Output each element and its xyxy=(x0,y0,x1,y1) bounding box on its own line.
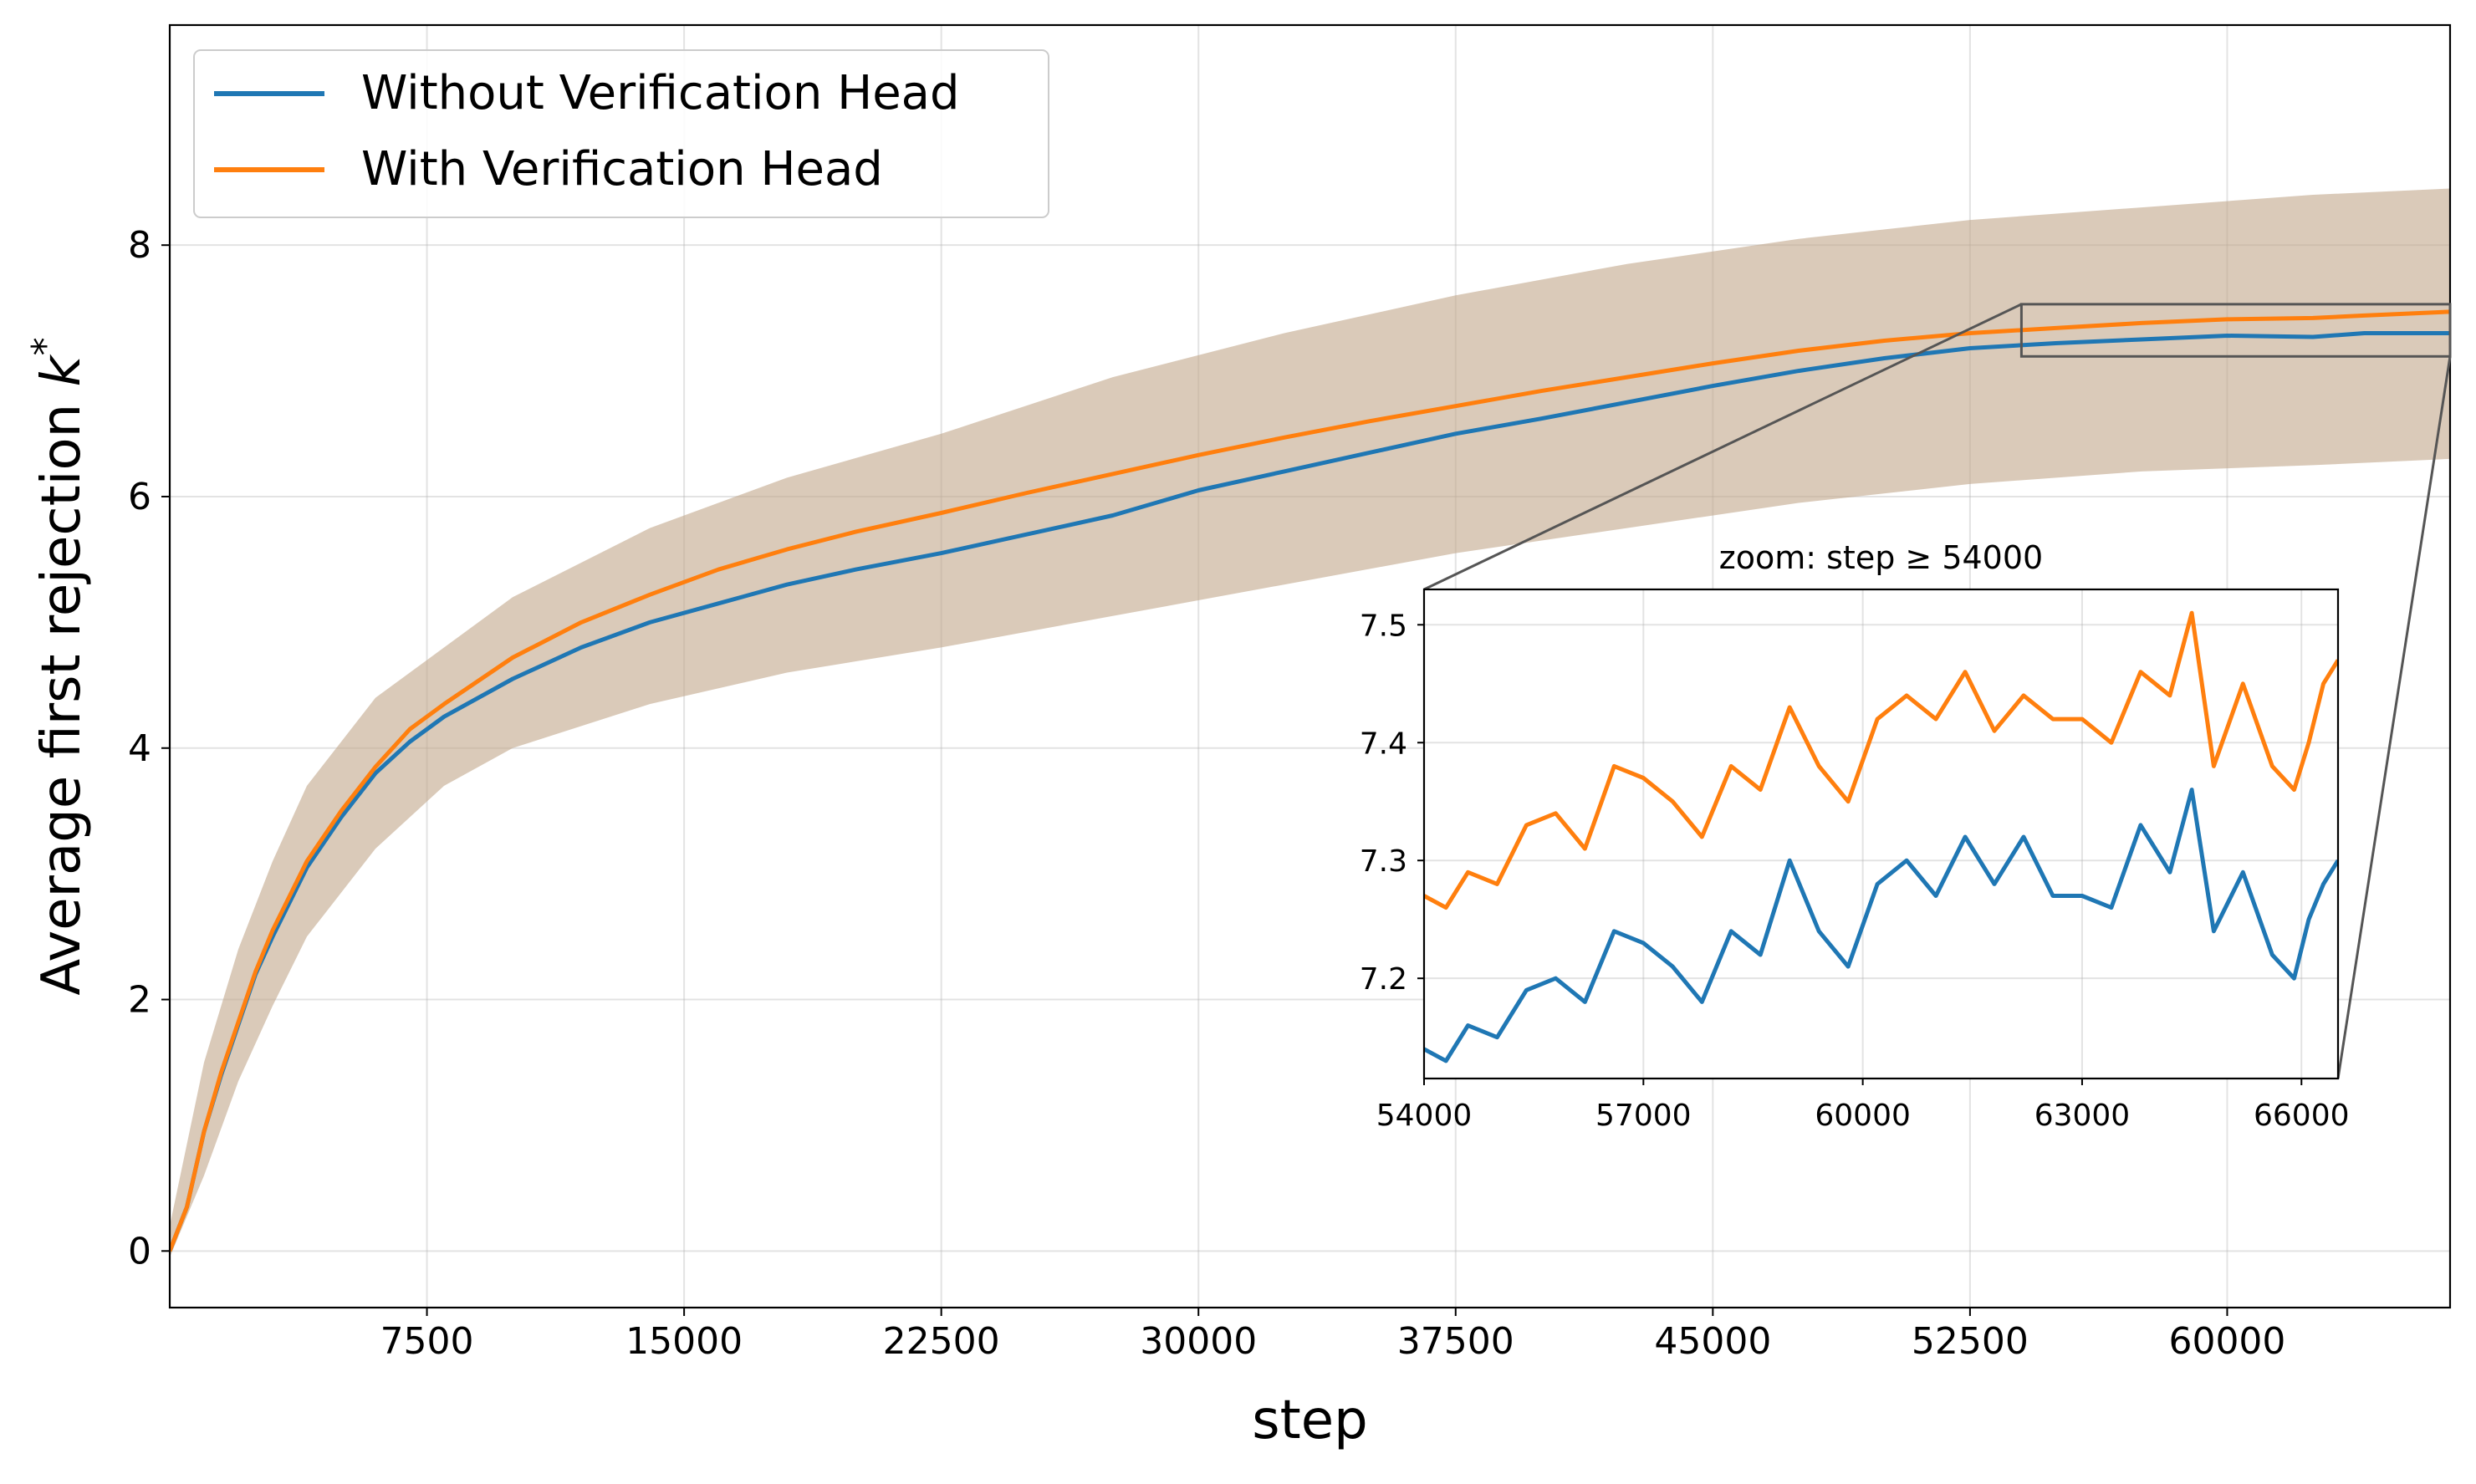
x-axis-label: step xyxy=(1252,1390,1367,1451)
series-line-1 xyxy=(170,309,2450,1252)
inset-frame xyxy=(1422,588,2340,1080)
inset-series-line-1 xyxy=(1424,610,2338,910)
inset-x-tick-label: 63000 xyxy=(2034,1099,2131,1133)
y-axis-label-superscript: * xyxy=(24,337,67,355)
zoom-connectors xyxy=(1423,303,2452,1079)
y-tick-label: 6 xyxy=(128,476,151,518)
series-line-0 xyxy=(170,331,2450,1252)
x-tick-label: 60000 xyxy=(2168,1320,2285,1363)
y-tick-label: 2 xyxy=(128,979,151,1022)
inset-y-tick-label: 7.3 xyxy=(1360,844,1407,879)
y-axis-label: Average first rejection k* xyxy=(24,337,93,995)
inset-x-tick-label: 60000 xyxy=(1815,1099,1911,1133)
zoom-connector-line-1 xyxy=(1423,303,2023,591)
inset-title: zoom: step ≥ 54000 xyxy=(1719,539,2043,576)
y-tick-label: 4 xyxy=(128,727,151,770)
inset-x-tick-label: 54000 xyxy=(1376,1099,1473,1133)
x-tick-label: 15000 xyxy=(625,1320,743,1363)
x-tick-label: 45000 xyxy=(1654,1320,1771,1363)
legend-box xyxy=(193,49,1049,218)
inset-y-tick-label: 7.4 xyxy=(1360,727,1407,761)
variability-band xyxy=(170,188,2450,1257)
legend-label: Without Verification Head xyxy=(361,66,960,120)
x-tick-label: 22500 xyxy=(883,1320,1000,1363)
x-tick-label: 37500 xyxy=(1397,1320,1514,1363)
legend: Without Verification Head With Verificati… xyxy=(193,49,1049,218)
plot-frame xyxy=(168,23,2452,1309)
x-tick-label: 52500 xyxy=(1912,1320,2029,1363)
y-tick-label: 8 xyxy=(128,224,151,267)
inset-series-line-0 xyxy=(1424,788,2338,1063)
legend-label: With Verification Head xyxy=(361,142,883,196)
x-tick-label: 30000 xyxy=(1140,1320,1257,1363)
inset-x-tick-label: 66000 xyxy=(2254,1099,2350,1133)
y-axis-label-text: Average first rejection xyxy=(31,386,93,995)
inset-y-tick-label: 7.5 xyxy=(1360,609,1407,643)
x-tick-label: 7500 xyxy=(380,1320,474,1363)
inset-y-tick-label: 7.2 xyxy=(1360,962,1407,997)
inset-plot: 54000 57000 60000 63000 66000 7.2 7.3 7.4 7.5 zoo… xyxy=(1360,539,2350,1133)
y-axis-label-variable: k xyxy=(31,353,93,386)
inset-x-tick-label: 57000 xyxy=(1595,1099,1692,1133)
zoom-region-box xyxy=(2019,303,2452,358)
y-tick-label: 0 xyxy=(128,1230,151,1272)
zoom-connector-line-2 xyxy=(2336,356,2452,1079)
